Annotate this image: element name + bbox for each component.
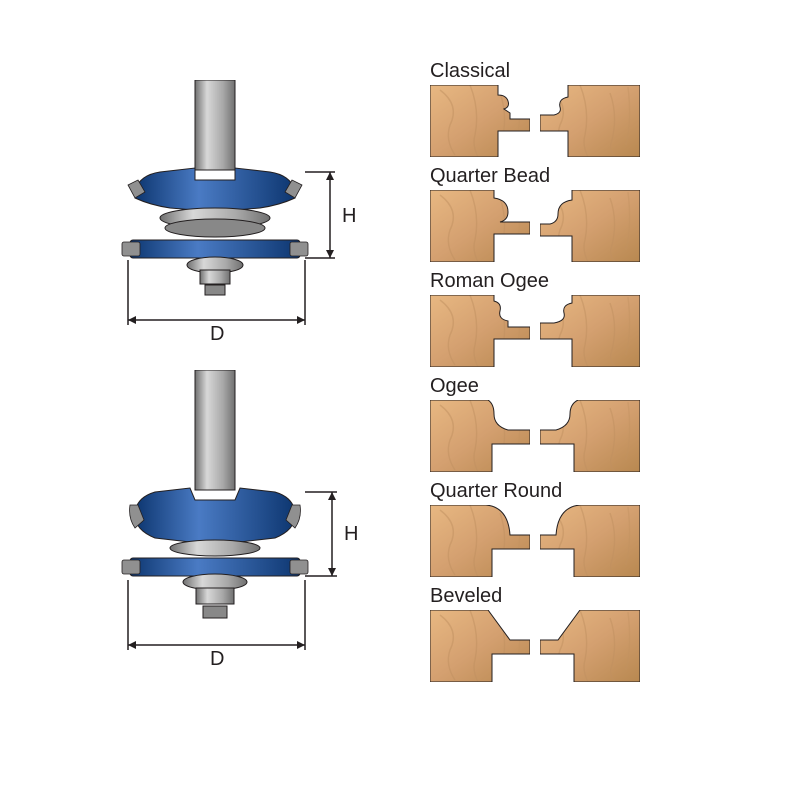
profile-row-ogee: Ogee (430, 375, 760, 472)
router-bit-top: H D (80, 80, 390, 360)
wood-block-left (430, 505, 530, 577)
profile-row-beveled: Beveled (430, 585, 760, 682)
wood-block-right (540, 295, 640, 367)
dim-h-bottom: H (344, 523, 358, 545)
profile-label-beveled: Beveled (430, 585, 760, 608)
profile-row-classical: Classical (430, 60, 760, 157)
profile-pair (430, 400, 760, 472)
wood-block-left (430, 400, 530, 472)
wood-block-right (540, 400, 640, 472)
router-bit-bottom: H D (80, 370, 390, 690)
wood-block-right (540, 85, 640, 157)
profile-row-quarter_bead: Quarter Bead (430, 165, 760, 262)
profile-pair (430, 610, 760, 682)
main-container: H D (0, 0, 800, 800)
wood-block-right (540, 505, 640, 577)
wood-block-left (430, 85, 530, 157)
profile-label-roman_ogee: Roman Ogee (430, 270, 760, 293)
profile-label-ogee: Ogee (430, 375, 760, 398)
wood-block-left (430, 190, 530, 262)
profile-pair (430, 190, 760, 262)
wood-block-right (540, 610, 640, 682)
profile-label-quarter_bead: Quarter Bead (430, 165, 760, 188)
profile-pair (430, 85, 760, 157)
dim-d-top: D (210, 323, 224, 345)
profile-row-roman_ogee: Roman Ogee (430, 270, 760, 367)
wood-block-left (430, 610, 530, 682)
profiles-section: Classical Quarter Bead (420, 60, 760, 760)
profile-pair (430, 505, 760, 577)
profile-label-classical: Classical (430, 60, 760, 83)
wood-block-left (430, 295, 530, 367)
profile-row-quarter_round: Quarter Round (430, 480, 760, 577)
wood-block-right (540, 190, 640, 262)
profile-pair (430, 295, 760, 367)
dim-d-bottom: D (210, 648, 224, 670)
profile-label-quarter_round: Quarter Round (430, 480, 760, 503)
router-bits-section: H D (40, 60, 420, 760)
dim-h-top: H (342, 205, 356, 227)
